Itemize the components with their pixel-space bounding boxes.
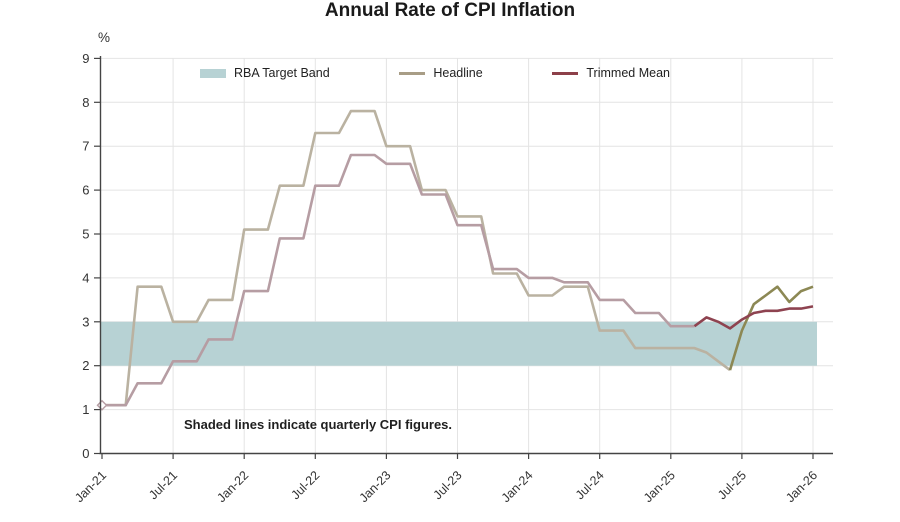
x-tick-label: Jan-25 bbox=[641, 468, 678, 505]
y-tick-label: 4 bbox=[82, 270, 89, 285]
quarterly-figures-note: Shaded lines indicate quarterly CPI figu… bbox=[184, 417, 453, 432]
y-tick-label: 2 bbox=[82, 358, 89, 373]
x-tick-label: Jul-21 bbox=[146, 468, 180, 502]
y-tick-label: 9 bbox=[82, 51, 89, 66]
y-tick-label: 7 bbox=[82, 139, 89, 154]
y-tick-label: 8 bbox=[82, 95, 89, 110]
target-band-swatch-icon bbox=[200, 68, 226, 78]
chart-title: Annual Rate of CPI Inflation bbox=[324, 0, 576, 21]
y-tick-label: 3 bbox=[82, 314, 89, 329]
x-tick-label: Jul-22 bbox=[288, 468, 322, 502]
legend-label-trimmed-mean: Trimmed Mean bbox=[586, 66, 670, 80]
y-axis-unit-label: % bbox=[98, 30, 111, 45]
trimmed-mean-quarterly-line bbox=[102, 153, 695, 407]
headline-monthly-line bbox=[728, 285, 814, 371]
x-tick-label: Jul-23 bbox=[431, 468, 465, 502]
chart-legend: RBA Target Band Headline Trimmed Mean bbox=[200, 66, 670, 80]
legend-item-trimmed-mean: Trimmed Mean bbox=[552, 66, 670, 80]
y-tick-label: 6 bbox=[82, 183, 89, 198]
series-start-marker bbox=[96, 399, 108, 411]
x-tick-label: Jan-24 bbox=[499, 468, 536, 505]
headline-line-swatch-icon bbox=[399, 71, 426, 75]
y-tick-label: 1 bbox=[82, 402, 89, 417]
legend-label-headline: Headline bbox=[433, 66, 483, 80]
x-tick-label: Jan-21 bbox=[72, 468, 109, 505]
legend-label-target-band: RBA Target Band bbox=[234, 66, 330, 80]
headline-quarterly-line bbox=[102, 109, 731, 407]
legend-item-rba-target-band: RBA Target Band bbox=[200, 66, 330, 80]
x-tick-label: Jul-25 bbox=[715, 468, 749, 502]
target-band-rect bbox=[100, 321, 817, 366]
y-tick-label: 0 bbox=[82, 446, 89, 461]
x-tick-label: Jan-26 bbox=[783, 468, 820, 505]
y-tick-label: 5 bbox=[82, 227, 89, 242]
trimmed-mean-line-swatch-icon bbox=[552, 71, 579, 75]
legend-item-headline: Headline bbox=[399, 66, 483, 80]
x-tick-label: Jan-22 bbox=[214, 468, 251, 505]
x-tick-label: Jul-24 bbox=[573, 468, 607, 502]
x-tick-label: Jan-23 bbox=[357, 468, 394, 505]
trimmed-mean-monthly-line bbox=[693, 305, 814, 330]
